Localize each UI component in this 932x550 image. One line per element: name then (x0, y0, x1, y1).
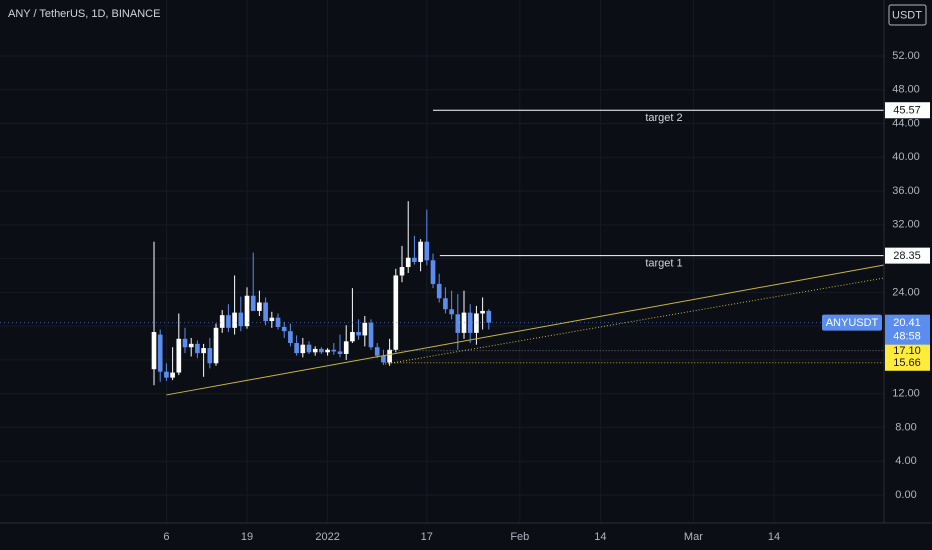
x-tick-label: 6 (163, 531, 169, 543)
candle-body (176, 338, 182, 373)
candle-body (337, 351, 343, 354)
candle-body (350, 332, 355, 342)
y-tick-label: 12.00 (892, 388, 920, 400)
x-tick-label: Feb (510, 531, 529, 543)
candle-body (356, 332, 361, 336)
candle-body (474, 313, 479, 333)
x-tick-label: 19 (241, 531, 253, 543)
candle-body (151, 332, 157, 370)
candle-body (393, 275, 399, 350)
target-tag-label: 45.57 (893, 105, 921, 117)
candle-body (164, 371, 169, 378)
countdown: 48:58 (893, 331, 921, 343)
x-tick-label: 14 (768, 531, 780, 543)
target-label: target 2 (645, 112, 682, 124)
target-tag (885, 102, 930, 119)
candle-body (430, 260, 436, 284)
candle-body (288, 331, 293, 344)
candle-body (424, 241, 430, 261)
candle-body (374, 347, 380, 356)
candle-body (250, 295, 256, 311)
candle-body (312, 348, 318, 353)
target-tag-label: 28.35 (893, 250, 921, 262)
candle-body (325, 349, 330, 353)
candle-body (368, 322, 374, 348)
candle-body (188, 343, 194, 348)
candle-body (269, 317, 275, 322)
price-tag (885, 314, 930, 345)
candle-body (207, 348, 213, 364)
candle-body (343, 341, 349, 354)
y-tick-label: 48.00 (892, 84, 920, 96)
y-tick-label: 4.00 (895, 455, 916, 467)
currency: USDT (892, 9, 922, 21)
y-tick-label: 36.00 (892, 185, 920, 197)
candle-body (257, 302, 262, 311)
x-tick-label: 14 (594, 531, 606, 543)
symbol-tag (822, 314, 882, 331)
candle-body (449, 309, 454, 315)
candle-body (195, 343, 200, 354)
candle-body (294, 343, 299, 354)
candle-body (281, 326, 287, 332)
candle-body (275, 317, 281, 327)
candle-body (381, 355, 386, 363)
candle-body (170, 372, 175, 378)
candle-body (405, 257, 411, 268)
chart-title: ANY / TetherUS, 1D, BINANCE (8, 8, 160, 20)
target-tag (885, 247, 930, 264)
candle-body (467, 312, 473, 333)
price-tag-label: 20.41 (893, 317, 921, 329)
candle-body (182, 338, 188, 348)
y-tick-label: 52.00 (892, 50, 920, 62)
target-label: target 1 (645, 258, 682, 270)
candle-body (480, 310, 485, 314)
candle-body (387, 349, 392, 363)
candle-body (244, 295, 250, 327)
marks: target 2 target 1 (0, 109, 885, 396)
candle-body (362, 322, 368, 336)
level-tag (885, 342, 930, 359)
level-tag (885, 354, 930, 371)
currency-box (888, 4, 927, 26)
level-tag-label: 15.66 (893, 357, 921, 369)
candle-body (201, 348, 206, 354)
candle-body (306, 344, 312, 353)
candle-body (331, 349, 337, 352)
y-tick-label: 24.00 (892, 286, 920, 298)
symbol-tag-label: ANYUSDT (826, 317, 879, 329)
candle-body (238, 312, 244, 327)
candle-body (443, 298, 448, 310)
y-tick-label: 40.00 (892, 151, 920, 163)
candle-body (399, 267, 405, 276)
y-tick-label: 32.00 (892, 219, 920, 231)
trendline (166, 264, 885, 396)
y-tick-label: 8.00 (895, 421, 916, 433)
y-tick-label: 44.00 (892, 117, 920, 129)
candle-body (263, 302, 268, 322)
candle-body (486, 310, 492, 323)
candle-body (219, 315, 225, 328)
candle-body (418, 241, 423, 262)
candle-body (436, 283, 442, 299)
y-tick-label: 0.00 (895, 489, 916, 501)
candle-body (455, 314, 461, 333)
candle-body (157, 334, 163, 372)
candle-body (412, 257, 417, 262)
x-tick-label: 2022 (315, 531, 339, 543)
candle-body (319, 348, 324, 353)
x-tick-label: Mar (684, 531, 703, 543)
candle-body (300, 344, 306, 354)
candle-body (232, 312, 237, 328)
candle-body (226, 315, 231, 328)
candle-body (213, 327, 219, 364)
trendline (385, 277, 885, 365)
level-tag-label: 17.10 (893, 345, 921, 357)
x-tick-label: 17 (421, 531, 433, 543)
